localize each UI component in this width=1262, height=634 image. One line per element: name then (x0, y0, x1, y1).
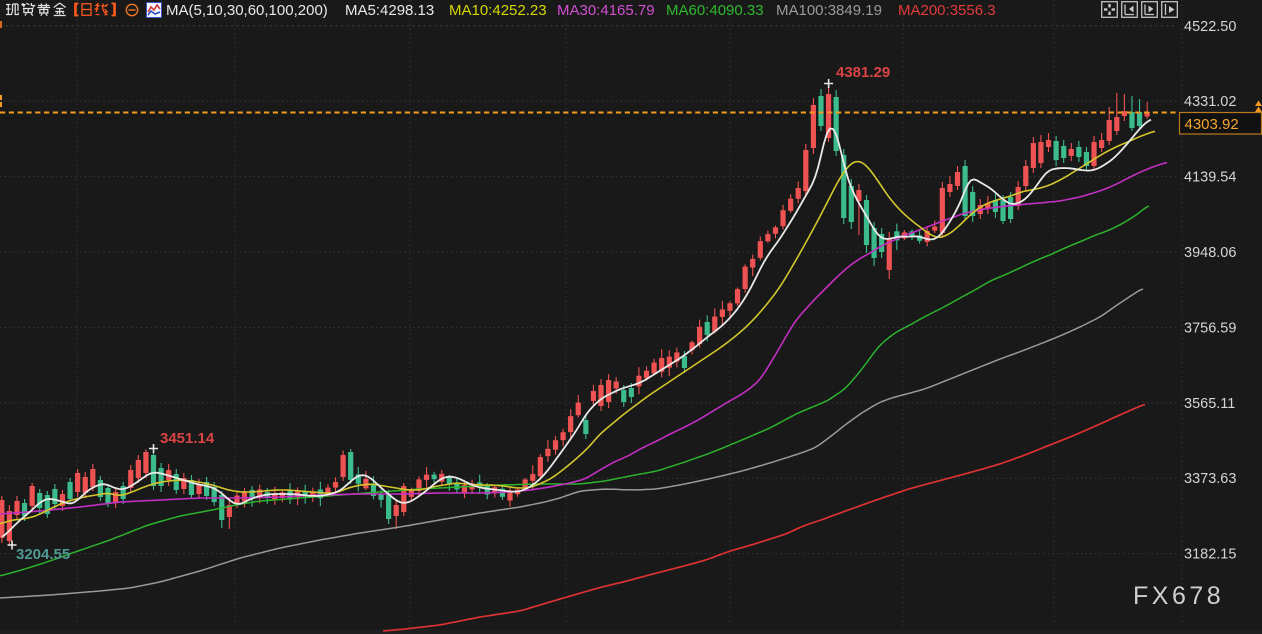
svg-text:3948.06: 3948.06 (1184, 245, 1236, 261)
svg-text:3756.59: 3756.59 (1184, 320, 1236, 336)
svg-text:4522.50: 4522.50 (1184, 19, 1236, 35)
svg-text:3373.63: 3373.63 (1184, 471, 1236, 487)
svg-text:3565.11: 3565.11 (1184, 396, 1235, 412)
svg-text:4303.92: 4303.92 (1185, 116, 1239, 133)
svg-text:3182.15: 3182.15 (1184, 547, 1236, 563)
svg-text:3204.55: 3204.55 (16, 546, 70, 563)
svg-text:3451.14: 3451.14 (160, 430, 215, 447)
svg-text:4331.02: 4331.02 (1184, 94, 1236, 110)
svg-text:4381.29: 4381.29 (836, 64, 890, 81)
svg-text:FX678: FX678 (1133, 582, 1224, 610)
svg-text:4139.54: 4139.54 (1184, 170, 1236, 186)
